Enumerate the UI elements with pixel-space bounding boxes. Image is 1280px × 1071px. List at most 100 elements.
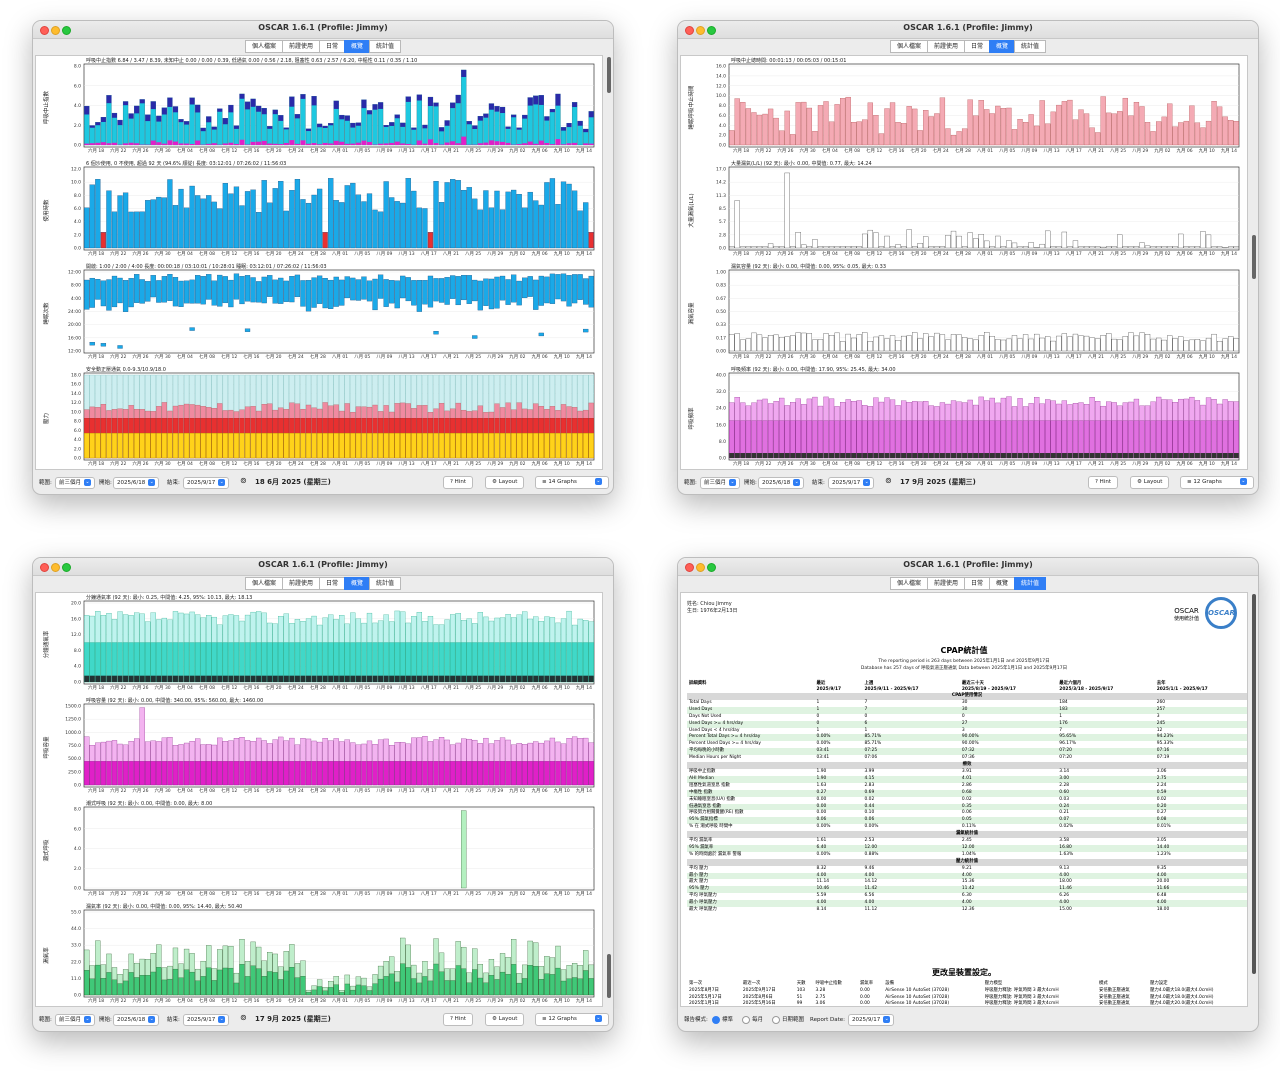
calendar-icon[interactable]: ⊚ <box>240 1013 247 1022</box>
tab-statistics[interactable]: 統計值 <box>369 577 402 590</box>
end-date-field[interactable]: 2025/9/17 ⌄ <box>183 1014 230 1026</box>
tab-daily[interactable]: 日常 <box>963 40 989 53</box>
scrollbar[interactable] <box>607 954 611 998</box>
x-tick-label: 八月 29 <box>487 685 503 691</box>
column-header: 上週 2025/9/11 - 2025/9/17 <box>864 681 919 692</box>
bar <box>300 94 306 146</box>
close-window-button[interactable] <box>40 563 49 572</box>
tab-welcome[interactable]: 前證使用 <box>926 577 964 590</box>
bar <box>856 334 862 352</box>
tab-overview[interactable]: 概覽 <box>989 40 1015 53</box>
bar <box>560 181 567 249</box>
graph-area[interactable]: 呼吸中止總時間: 00:01:13 / 00:05:03 / 00:15:01 睡… <box>680 55 1248 470</box>
zoom-window-button[interactable] <box>707 26 716 35</box>
layout-button[interactable]: ⚙ Layout <box>1130 476 1170 489</box>
zoom-window-button[interactable] <box>62 563 71 572</box>
table-cell: 85.71% <box>862 734 960 742</box>
x-tick-label: 八月 05 <box>999 251 1015 257</box>
end-date-field[interactable]: 2025/9/17 ⌄ <box>828 477 875 489</box>
end-date-field[interactable]: 2025/9/17 ⌄ <box>183 477 230 489</box>
tab-profile[interactable]: 個人檔案 <box>889 40 927 53</box>
mode-standard-radio[interactable]: 標準 <box>712 1015 733 1025</box>
minimize-window-button[interactable] <box>696 563 705 572</box>
zoom-window-button[interactable] <box>62 26 71 35</box>
range-select[interactable]: 前三個月 ⌄ <box>700 477 741 489</box>
calendar-icon[interactable]: ⊚ <box>885 476 892 485</box>
scrollbar[interactable] <box>607 57 611 93</box>
range-select[interactable]: 前三個月 ⌄ <box>55 477 96 489</box>
graph-panel[interactable]: 漏氣率 (92 天): 最小: 0.00, 中間值: 0.00, 95%: 14… <box>42 903 595 1004</box>
x-tick-label: 八月 25 <box>465 788 481 794</box>
y-tick-label: 18.0 <box>71 373 81 379</box>
hint-button[interactable]: ? Hint <box>443 1013 473 1026</box>
tab-profile[interactable]: 個人檔案 <box>244 40 282 53</box>
graph-panel[interactable]: 6 個沙使用, 0 不使用, 超過 92 天 (94.6% 順從) 長度: 03… <box>42 160 595 257</box>
start-date-field[interactable]: 2025/6/18 ⌄ <box>758 477 805 489</box>
minimize-window-button[interactable] <box>51 563 60 572</box>
bar <box>1178 453 1184 458</box>
tab-profile[interactable]: 個人檔案 <box>889 577 927 590</box>
range-select[interactable]: 前三個月 ⌄ <box>55 1014 96 1026</box>
bar <box>1228 420 1234 459</box>
tab-overview[interactable]: 概覽 <box>344 40 370 53</box>
graph-panel[interactable]: 呼吸頻率 (92 天): 最小: 0.00, 中間值: 17.90, 95%: … <box>687 366 1240 467</box>
close-window-button[interactable] <box>40 26 49 35</box>
graphs-select[interactable]: ≡ 14 Graphs ⌄ <box>535 476 609 489</box>
tab-daily[interactable]: 日常 <box>318 40 344 53</box>
scrollbar[interactable] <box>1252 594 1256 974</box>
graph-panel[interactable]: 潮式呼吸 (92 天): 最小: 0.00, 中間值: 0.00, 最大: 8.… <box>42 800 595 897</box>
x-tick-label: 八月 17 <box>421 251 437 257</box>
bar <box>1072 420 1079 459</box>
tab-daily[interactable]: 日常 <box>963 577 989 590</box>
hint-button[interactable]: ? Hint <box>1088 476 1118 489</box>
minimize-window-button[interactable] <box>51 26 60 35</box>
graph-panel[interactable]: 呼吸中止總時間: 00:01:13 / 00:05:03 / 00:15:01睡… <box>687 57 1240 154</box>
tab-overview[interactable]: 概覽 <box>344 577 370 590</box>
tab-welcome[interactable]: 前證使用 <box>926 40 964 53</box>
tab-statistics[interactable]: 統計值 <box>1014 40 1047 53</box>
mode-monthly-radio[interactable]: 每月 <box>742 1015 763 1025</box>
graph-panel[interactable]: 安全動正壓通氣 0.0-9.3/10.9/18.0壓力18.016.014.01… <box>42 366 595 467</box>
tab-overview[interactable]: 概覽 <box>989 577 1015 590</box>
bar <box>317 123 323 128</box>
graphs-select[interactable]: ≡ 12 Graphs ⌄ <box>535 1013 609 1026</box>
graph-panel[interactable]: 分鐘通氣率 (92 天): 最小: 0.25, 中間值: 4.25, 95%: … <box>42 594 595 691</box>
graphs-canvas[interactable]: 分鐘通氣率 (92 天): 最小: 0.25, 中間值: 4.25, 95%: … <box>36 593 602 1006</box>
tab-profile[interactable]: 個人檔案 <box>244 577 282 590</box>
layout-button[interactable]: ⚙ Layout <box>485 1013 525 1026</box>
start-date-field[interactable]: 2025/6/18 ⌄ <box>113 477 160 489</box>
graph-area[interactable]: 呼吸中止指數 6.84 / 3.47 / 8.39, 未知中止 0.00 / 0… <box>35 55 603 470</box>
report-date-field[interactable]: 2025/9/17 ⌄ <box>848 1014 895 1026</box>
tab-statistics[interactable]: 統計值 <box>1014 577 1047 590</box>
graph-panel[interactable]: 呼吸容量 (92 天): 最小: 0.00, 中間值: 340.00, 95%:… <box>42 697 595 794</box>
hint-button[interactable]: ? Hint <box>443 476 473 489</box>
layout-button[interactable]: ⚙ Layout <box>485 476 525 489</box>
graph-panel[interactable]: 呼吸中止指數 6.84 / 3.47 / 8.39, 未知中止 0.00 / 0… <box>42 57 595 154</box>
zoom-window-button[interactable] <box>707 563 716 572</box>
x-tick-label: 六月 26 <box>132 250 148 257</box>
graph-panel[interactable]: 漏氣容量 (92 天): 最小: 0.00, 中間值: 0.00, 95%: 0… <box>687 263 1240 360</box>
tab-welcome[interactable]: 前證使用 <box>281 40 319 53</box>
start-date-field[interactable]: 2025/6/18 ⌄ <box>113 1014 160 1026</box>
calendar-icon[interactable]: ⊚ <box>240 476 247 485</box>
tab-statistics[interactable]: 統計值 <box>369 40 402 53</box>
close-window-button[interactable] <box>685 563 694 572</box>
graph-panel[interactable]: 大量漏氣(L/L) (92 天): 最小: 0.00, 中間值: 0.77, 最… <box>687 160 1240 257</box>
bar <box>328 675 334 682</box>
mode-daterange-radio[interactable]: 日期範圍 <box>772 1015 804 1025</box>
bar <box>405 277 411 302</box>
bar <box>400 275 406 299</box>
graph-panel[interactable]: 開啟: 1:00 / 2:00 / 4:00 長度: 00:00:18 / 03… <box>42 263 595 360</box>
bar <box>361 201 367 249</box>
close-window-button[interactable] <box>685 26 694 35</box>
table-row: AHI Median 1.90 4.15 4.01 3.00 2.75 <box>687 775 1247 783</box>
tab-daily[interactable]: 日常 <box>318 577 344 590</box>
bar <box>466 675 472 682</box>
tab-welcome[interactable]: 前證使用 <box>281 577 319 590</box>
graph-area[interactable]: 分鐘通氣率 (92 天): 最小: 0.25, 中間值: 4.25, 95%: … <box>35 592 603 1007</box>
graphs-canvas[interactable]: 呼吸中止總時間: 00:01:13 / 00:05:03 / 00:15:01睡… <box>681 56 1247 469</box>
graphs-select[interactable]: ≡ 12 Graphs ⌄ <box>1180 476 1254 489</box>
graphs-canvas[interactable]: 呼吸中止指數 6.84 / 3.47 / 8.39, 未知中止 0.00 / 0… <box>36 56 602 469</box>
minimize-window-button[interactable] <box>696 26 705 35</box>
scrollbar[interactable] <box>1252 235 1256 279</box>
